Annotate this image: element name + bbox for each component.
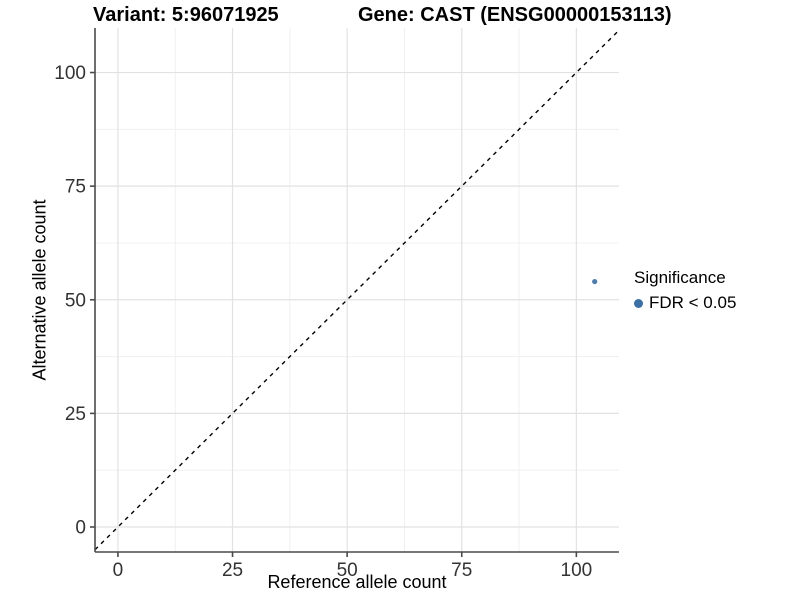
y-axis-title: Alternative allele count (29, 199, 50, 381)
x-axis-title: Reference allele count (267, 572, 447, 592)
y-tick-label: 0 (75, 518, 86, 539)
variant-title: Variant: 5:96071925 (93, 4, 279, 26)
legend: Significance FDR < 0.05 (634, 268, 736, 313)
gene-title: Gene: CAST (ENSG00000153113) (358, 4, 672, 26)
x-tick-label: 50 (337, 560, 358, 581)
x-tick-label: 0 (113, 560, 124, 581)
y-tick-label: 50 (65, 290, 86, 311)
x-tick-label: 75 (451, 560, 472, 581)
y-tick-label: 25 (65, 404, 86, 425)
x-tick-label: 100 (561, 560, 593, 581)
x-tick-label: 25 (222, 560, 243, 581)
y-tick-label: 100 (54, 63, 86, 84)
legend-item-label: FDR < 0.05 (649, 293, 737, 312)
identity-line (94, 29, 620, 551)
y-tick-label: 75 (65, 177, 86, 198)
legend-item: FDR < 0.05 (634, 293, 736, 313)
legend-title: Significance (634, 268, 726, 287)
data-point (592, 278, 598, 285)
legend-point-icon (634, 298, 643, 308)
